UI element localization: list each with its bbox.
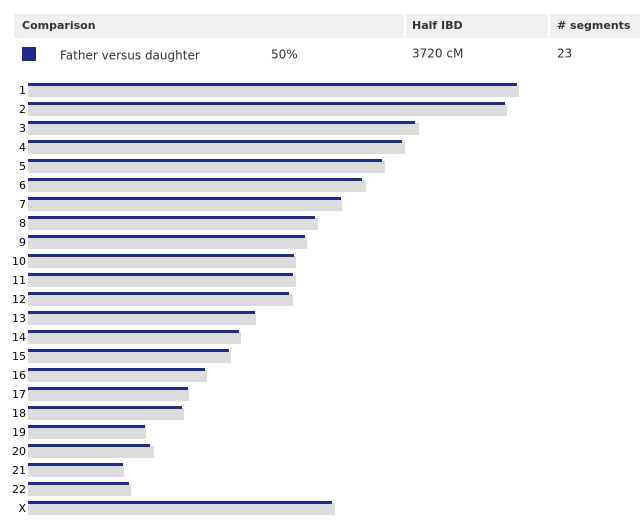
bar [28, 406, 182, 409]
bar [28, 237, 307, 249]
bar [28, 501, 332, 504]
bar [28, 330, 239, 333]
category-label: 15 [12, 350, 26, 363]
category-label: 6 [19, 179, 26, 192]
category-label: 8 [19, 217, 26, 230]
category-label: 18 [12, 407, 26, 420]
header: Comparison [22, 19, 96, 32]
segments: 23 [557, 47, 572, 61]
bar [28, 180, 366, 192]
comparison-name: Father versus daughter [60, 49, 200, 63]
category-label: 1 [19, 84, 26, 97]
bar [28, 104, 507, 116]
category-label: 16 [12, 369, 26, 382]
category-label: 4 [19, 141, 26, 154]
bar [28, 425, 145, 428]
category-label: 13 [12, 312, 26, 325]
bar [28, 370, 207, 382]
category-label: 3 [19, 122, 26, 135]
bar [28, 349, 229, 352]
bar [28, 387, 188, 390]
legend-swatch [22, 47, 36, 61]
bar [28, 102, 505, 105]
category-label: 2 [19, 103, 26, 116]
bar [28, 292, 289, 295]
bar [28, 273, 293, 276]
bar [28, 178, 362, 181]
bar [28, 254, 294, 257]
header: Half IBD [412, 19, 463, 32]
bar [28, 444, 150, 447]
bar [28, 465, 124, 477]
category-label: 10 [12, 255, 26, 268]
bar [28, 235, 305, 238]
bar [28, 294, 293, 306]
bar [28, 197, 341, 200]
bar [28, 123, 419, 135]
bar [28, 332, 241, 344]
category-label: 11 [12, 274, 26, 287]
bar [28, 482, 129, 485]
category-label: 5 [19, 160, 26, 173]
bar [28, 484, 131, 496]
bar [28, 85, 519, 97]
category-label: 22 [12, 483, 26, 496]
category-label: X [18, 502, 26, 515]
bar [28, 463, 123, 466]
bar [28, 142, 405, 154]
header: # segments [557, 19, 631, 32]
bar [28, 408, 184, 420]
bar [28, 275, 296, 287]
bar [28, 389, 189, 401]
bar [28, 311, 255, 314]
category-label: 21 [12, 464, 26, 477]
category-label: 14 [12, 331, 26, 344]
category-label: 9 [19, 236, 26, 249]
percent: 50% [271, 48, 298, 62]
bar [28, 140, 402, 143]
bar [28, 427, 146, 439]
category-label: 7 [19, 198, 26, 211]
bar [28, 83, 517, 86]
bar [28, 161, 385, 173]
bar [28, 218, 318, 230]
bar [28, 199, 342, 211]
category-label: 19 [12, 426, 26, 439]
bar [28, 159, 382, 162]
bar [28, 446, 154, 458]
category-label: 20 [12, 445, 26, 458]
bar [28, 216, 315, 219]
half-ibd: 3720 cM [412, 47, 463, 61]
bar [28, 313, 256, 325]
bar [28, 368, 205, 371]
bar [28, 351, 231, 363]
bar [28, 121, 415, 124]
category-label: 12 [12, 293, 26, 306]
bar [28, 503, 335, 515]
table-header-bg [14, 14, 640, 38]
category-label: 17 [12, 388, 26, 401]
bar [28, 256, 296, 268]
